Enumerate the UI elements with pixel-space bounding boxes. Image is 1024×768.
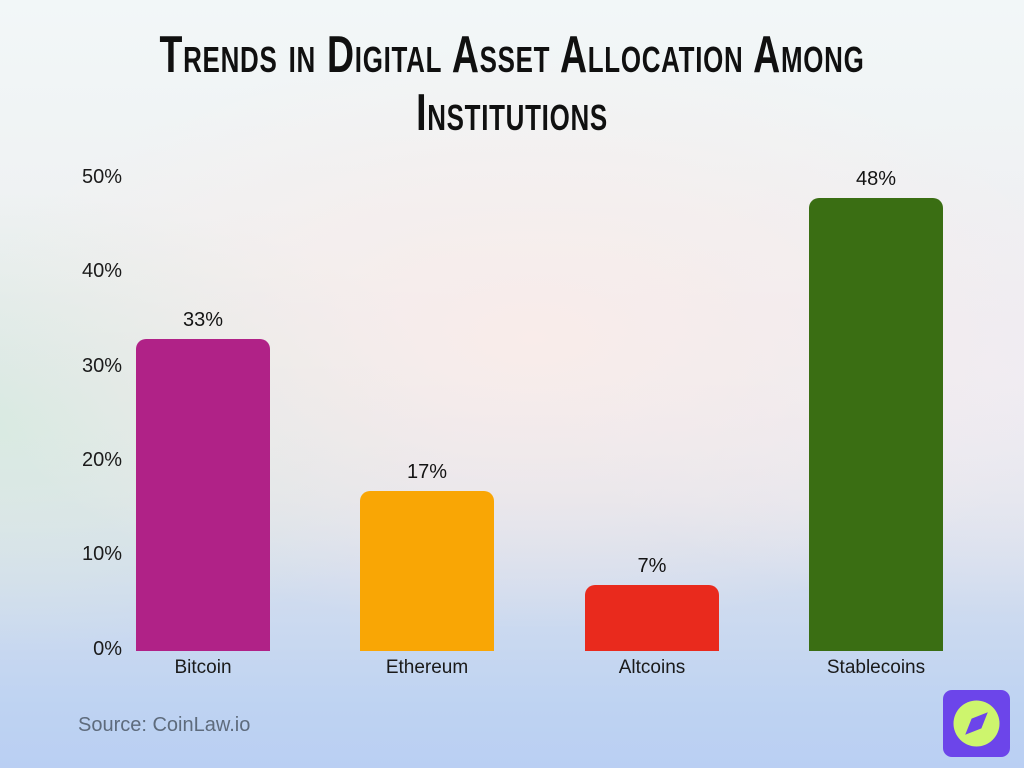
y-tick-0: 0% [93, 638, 122, 660]
chart-title-line-2: Institutions [416, 84, 608, 142]
bar-group-ethereum: 17% [360, 461, 494, 651]
category-label-bitcoin: Bitcoin [174, 657, 232, 678]
y-tick-30: 30% [81, 355, 122, 377]
bar-value-label-ethereum: 17% [406, 461, 448, 483]
bar-bitcoin[interactable] [136, 339, 270, 651]
category-label-altcoins: Altcoins [618, 657, 686, 678]
y-tick-40: 40% [81, 260, 122, 282]
bar-value-label-stablecoins: 48% [855, 168, 897, 190]
y-tick-50: 50% [81, 166, 122, 188]
compass-needle-icon [965, 712, 988, 735]
bar-group-altcoins: 7% [585, 555, 719, 651]
y-tick-10: 10% [81, 543, 122, 565]
coinlaw-compass-logo[interactable] [943, 690, 1010, 757]
chart-title: Trends in Digital Asset Allocation Among… [143, 26, 880, 142]
bar-stablecoins[interactable] [809, 198, 943, 651]
category-label-ethereum: Ethereum [385, 657, 469, 678]
source-attribution: Source: CoinLaw.io [78, 714, 251, 736]
y-tick-20: 20% [81, 449, 122, 471]
category-label-stablecoins: Stablecoins [826, 657, 926, 678]
bar-value-label-altcoins: 7% [637, 555, 667, 577]
bar-group-bitcoin: 33% [136, 309, 270, 651]
bar-altcoins[interactable] [585, 585, 719, 651]
bar-value-label-bitcoin: 33% [182, 309, 224, 331]
bar-group-stablecoins: 48% [809, 168, 943, 651]
bar-ethereum[interactable] [360, 491, 494, 651]
chart-title-line-1: Trends in Digital Asset Allocation Among [159, 26, 865, 84]
